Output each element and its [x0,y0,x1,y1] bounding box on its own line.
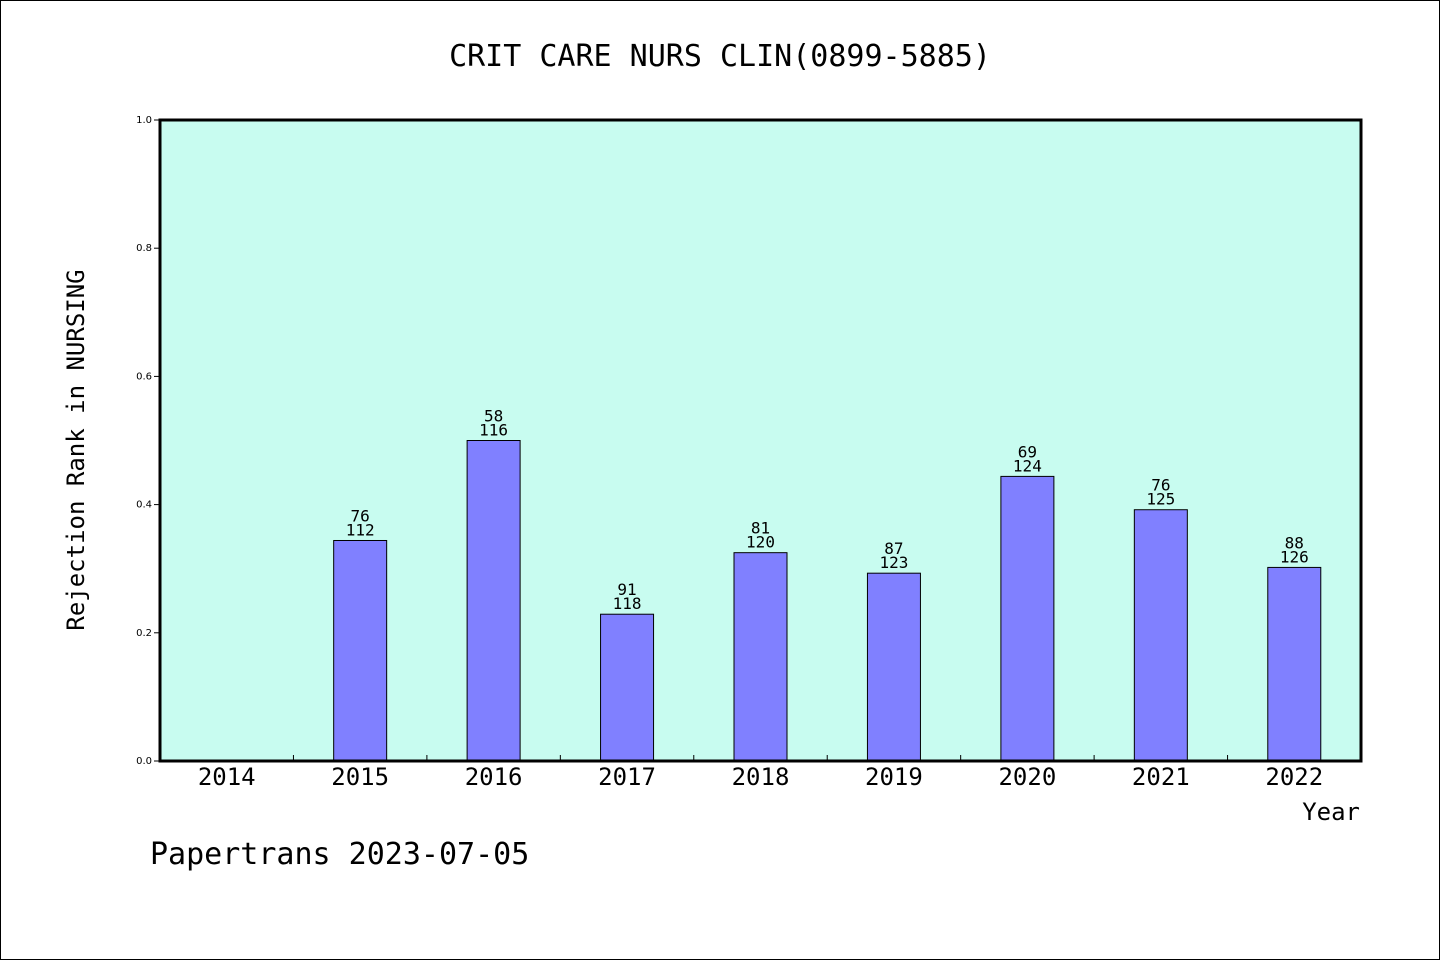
x-tick-label: 2020 [998,763,1056,791]
bar [600,613,655,762]
bar-rank-label: 91 [617,580,636,599]
x-tick-labels: 2014 2015 2016 2017 2018 2019 2020 2021 2022 [198,763,1323,791]
x-tick-label: 2019 [865,763,923,791]
y-tick-label: 0.0 [136,756,152,767]
y-axis-label: Rejection Rank in NURSING [62,269,90,630]
bar-rank-label: 69 [1018,442,1037,461]
bar [466,440,521,762]
chart-title: CRIT CARE NURS CLIN(0899-5885) [449,39,991,74]
bar-rank-label: 81 [751,519,770,538]
y-tick-labels: 0.0 0.2 0.4 0.6 0.8 1.0 [136,115,152,767]
bar-rank-label: 76 [1151,476,1170,495]
x-tick-label: 2017 [598,763,656,791]
bar-rank-label: 76 [351,506,370,525]
bar-total-label: 116 [479,421,508,440]
bar-total-label: 118 [613,594,642,613]
bar-total-label: 112 [346,520,375,539]
x-axis-label: Year [1302,798,1360,826]
bar [333,539,388,762]
bar-total-label: 126 [1280,547,1309,566]
y-tick-label: 0.4 [136,500,152,511]
x-tick-label: 2022 [1265,763,1323,791]
x-tick-label: 2021 [1132,763,1190,791]
bar-total-label: 120 [746,533,775,552]
x-tick-label: 2015 [331,763,389,791]
x-tick-label: 2014 [198,763,256,791]
bar [866,572,921,762]
bar [1000,475,1055,762]
bar-rank-label: 88 [1285,533,1304,552]
bar [1133,509,1188,762]
x-tick-label: 2018 [732,763,790,791]
y-tick-label: 0.6 [136,371,152,382]
y-tick-label: 1.0 [136,115,152,126]
bar-total-label: 123 [879,553,908,572]
bar-total-label: 125 [1146,490,1175,509]
plot-border [158,118,1363,763]
bar-rank-label: 87 [884,539,903,558]
bar-total-label: 124 [1013,456,1042,475]
x-tick-label: 2016 [465,763,523,791]
bars [333,440,1322,762]
bar [733,552,788,762]
footer-text: Papertrans 2023-07-05 [150,837,529,872]
y-tick-label: 0.2 [136,628,152,639]
bar [1267,566,1322,762]
y-tick-label: 0.8 [136,243,152,254]
bar-rank-label: 58 [484,407,503,426]
